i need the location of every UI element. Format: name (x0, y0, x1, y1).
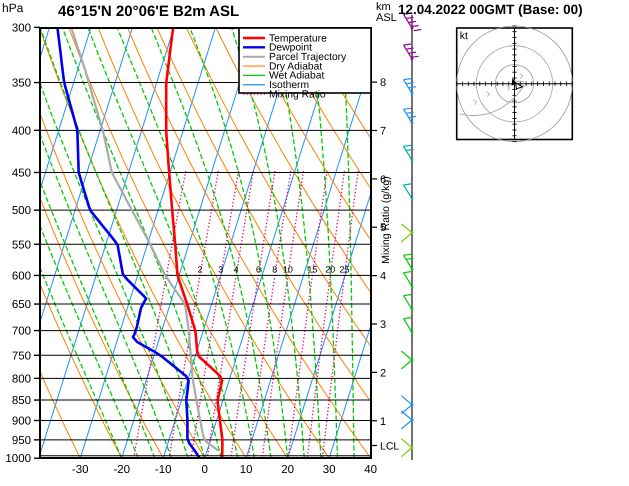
svg-text:12.04.2022 00GMT (Base: 00): 12.04.2022 00GMT (Base: 00) (398, 2, 583, 17)
svg-text:20: 20 (281, 464, 294, 476)
svg-text:550: 550 (12, 239, 31, 251)
svg-text:2: 2 (197, 264, 202, 274)
svg-text:700: 700 (12, 326, 31, 338)
svg-text:-30: -30 (72, 464, 89, 476)
svg-text:10: 10 (283, 264, 293, 274)
svg-text:15: 15 (307, 264, 317, 274)
svg-text:0: 0 (201, 464, 207, 476)
svg-text:Mixing Ratio: Mixing Ratio (269, 89, 326, 100)
svg-text:1: 1 (380, 416, 386, 428)
svg-text:40: 40 (364, 464, 377, 476)
svg-text:-10: -10 (155, 464, 172, 476)
svg-text:8: 8 (272, 264, 277, 274)
svg-text:30: 30 (323, 464, 336, 476)
svg-text:400: 400 (12, 125, 31, 137)
svg-text:Mixing Ratio (g/kg): Mixing Ratio (g/kg) (380, 176, 392, 264)
svg-text:950: 950 (12, 435, 31, 447)
svg-text:hPa: hPa (2, 1, 24, 15)
svg-text:3: 3 (218, 264, 223, 274)
svg-text:750: 750 (12, 350, 31, 362)
svg-text:2: 2 (380, 367, 386, 379)
svg-text:350: 350 (12, 78, 31, 90)
svg-text:ASL: ASL (376, 12, 397, 24)
svg-text:4: 4 (234, 264, 239, 274)
svg-text:650: 650 (12, 299, 31, 311)
svg-text:450: 450 (12, 167, 31, 179)
svg-text:7: 7 (380, 126, 386, 138)
svg-text:6: 6 (256, 264, 261, 274)
svg-text:1000: 1000 (5, 453, 31, 465)
svg-text:300: 300 (12, 22, 31, 34)
svg-text:kt: kt (460, 30, 468, 42)
svg-text:500: 500 (12, 205, 31, 217)
svg-text:-20: -20 (113, 464, 130, 476)
svg-text:LCL: LCL (380, 441, 399, 453)
svg-text:900: 900 (12, 416, 31, 428)
svg-text:8: 8 (380, 77, 386, 89)
svg-text:600: 600 (12, 270, 31, 282)
svg-text:25: 25 (339, 264, 349, 274)
svg-text:4: 4 (380, 271, 386, 283)
svg-text:20: 20 (325, 264, 335, 274)
svg-text:10: 10 (240, 464, 253, 476)
svg-text:850: 850 (12, 395, 31, 407)
svg-text:3: 3 (380, 319, 386, 331)
svg-text:46°15'N 20°06'E B2m ASL: 46°15'N 20°06'E B2m ASL (58, 3, 239, 20)
svg-text:800: 800 (12, 373, 31, 385)
